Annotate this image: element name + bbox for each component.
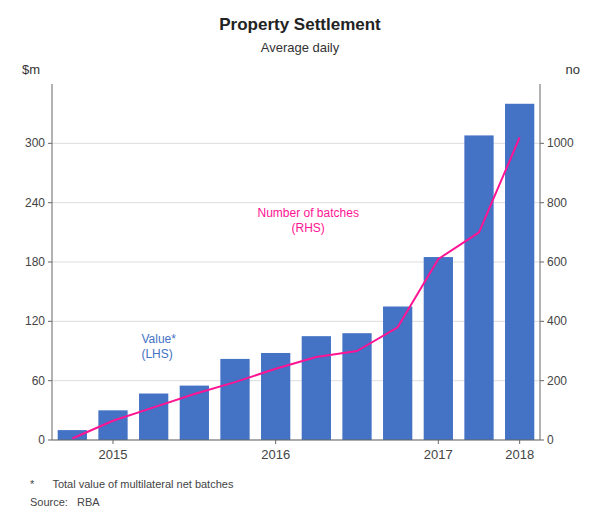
footnote: * Total value of multilateral net batche… [30, 478, 234, 490]
source: Source: RBA [30, 496, 100, 508]
y-tick [48, 143, 52, 144]
y-tick [48, 262, 52, 263]
y2-tick-label: 600 [547, 255, 567, 269]
bar [342, 333, 371, 440]
grid-line [52, 440, 540, 441]
y2-tick [540, 143, 544, 144]
plot-area [58, 104, 535, 440]
chart: Property Settlement Average daily $m no 0 60 1… [0, 0, 600, 520]
y-axis-label: $m [22, 62, 40, 77]
y2-tick [540, 380, 544, 381]
bar [424, 257, 453, 440]
y2-axis-label: no [566, 62, 580, 77]
bar [220, 359, 249, 440]
bar [302, 336, 331, 440]
x-axis [52, 440, 540, 441]
y-tick-label: 240 [25, 196, 45, 210]
y-tick-label: 0 [38, 433, 45, 447]
y-tick [48, 440, 52, 441]
y-tick-label: 60 [32, 374, 46, 388]
x-tick [519, 440, 520, 444]
y-tick [48, 202, 52, 203]
x-tick [438, 440, 439, 444]
x-tick [113, 440, 114, 444]
subtitle: Average daily [261, 40, 340, 55]
y2-tick [540, 202, 544, 203]
y-tick-label: 300 [25, 136, 45, 150]
bar [464, 135, 493, 440]
title: Property Settlement [219, 15, 381, 34]
y-tick [48, 321, 52, 322]
bar [505, 104, 534, 440]
y-tick-label: 120 [25, 314, 45, 328]
y2-axis [540, 84, 541, 440]
x-tick [275, 440, 276, 444]
x-tick-label: 2015 [99, 447, 128, 462]
y-axis [52, 84, 53, 440]
y-tick-label: 180 [25, 255, 45, 269]
x-tick-label: 2017 [424, 447, 453, 462]
line [72, 137, 519, 438]
annotation: Number of batches(RHS) [258, 206, 359, 235]
text-line: (LHS) [141, 347, 172, 361]
text-line: Number of batches [258, 206, 359, 220]
y2-tick-label: 200 [547, 374, 567, 388]
y2-tick-label: 800 [547, 196, 567, 210]
y2-tick-label: 1000 [547, 136, 574, 150]
text-line: Value* [141, 332, 176, 346]
x-tick-label: 2016 [261, 447, 290, 462]
bar [139, 394, 168, 440]
y2-tick-label: 400 [547, 314, 567, 328]
y2-tick [540, 262, 544, 263]
y2-tick [540, 321, 544, 322]
y2-tick-label: 0 [547, 433, 554, 447]
x-tick-label: 2018 [505, 447, 534, 462]
y-tick [48, 380, 52, 381]
text-line: (RHS) [292, 221, 325, 235]
annotation: Value*(LHS) [141, 332, 176, 361]
y2-tick [540, 440, 544, 441]
